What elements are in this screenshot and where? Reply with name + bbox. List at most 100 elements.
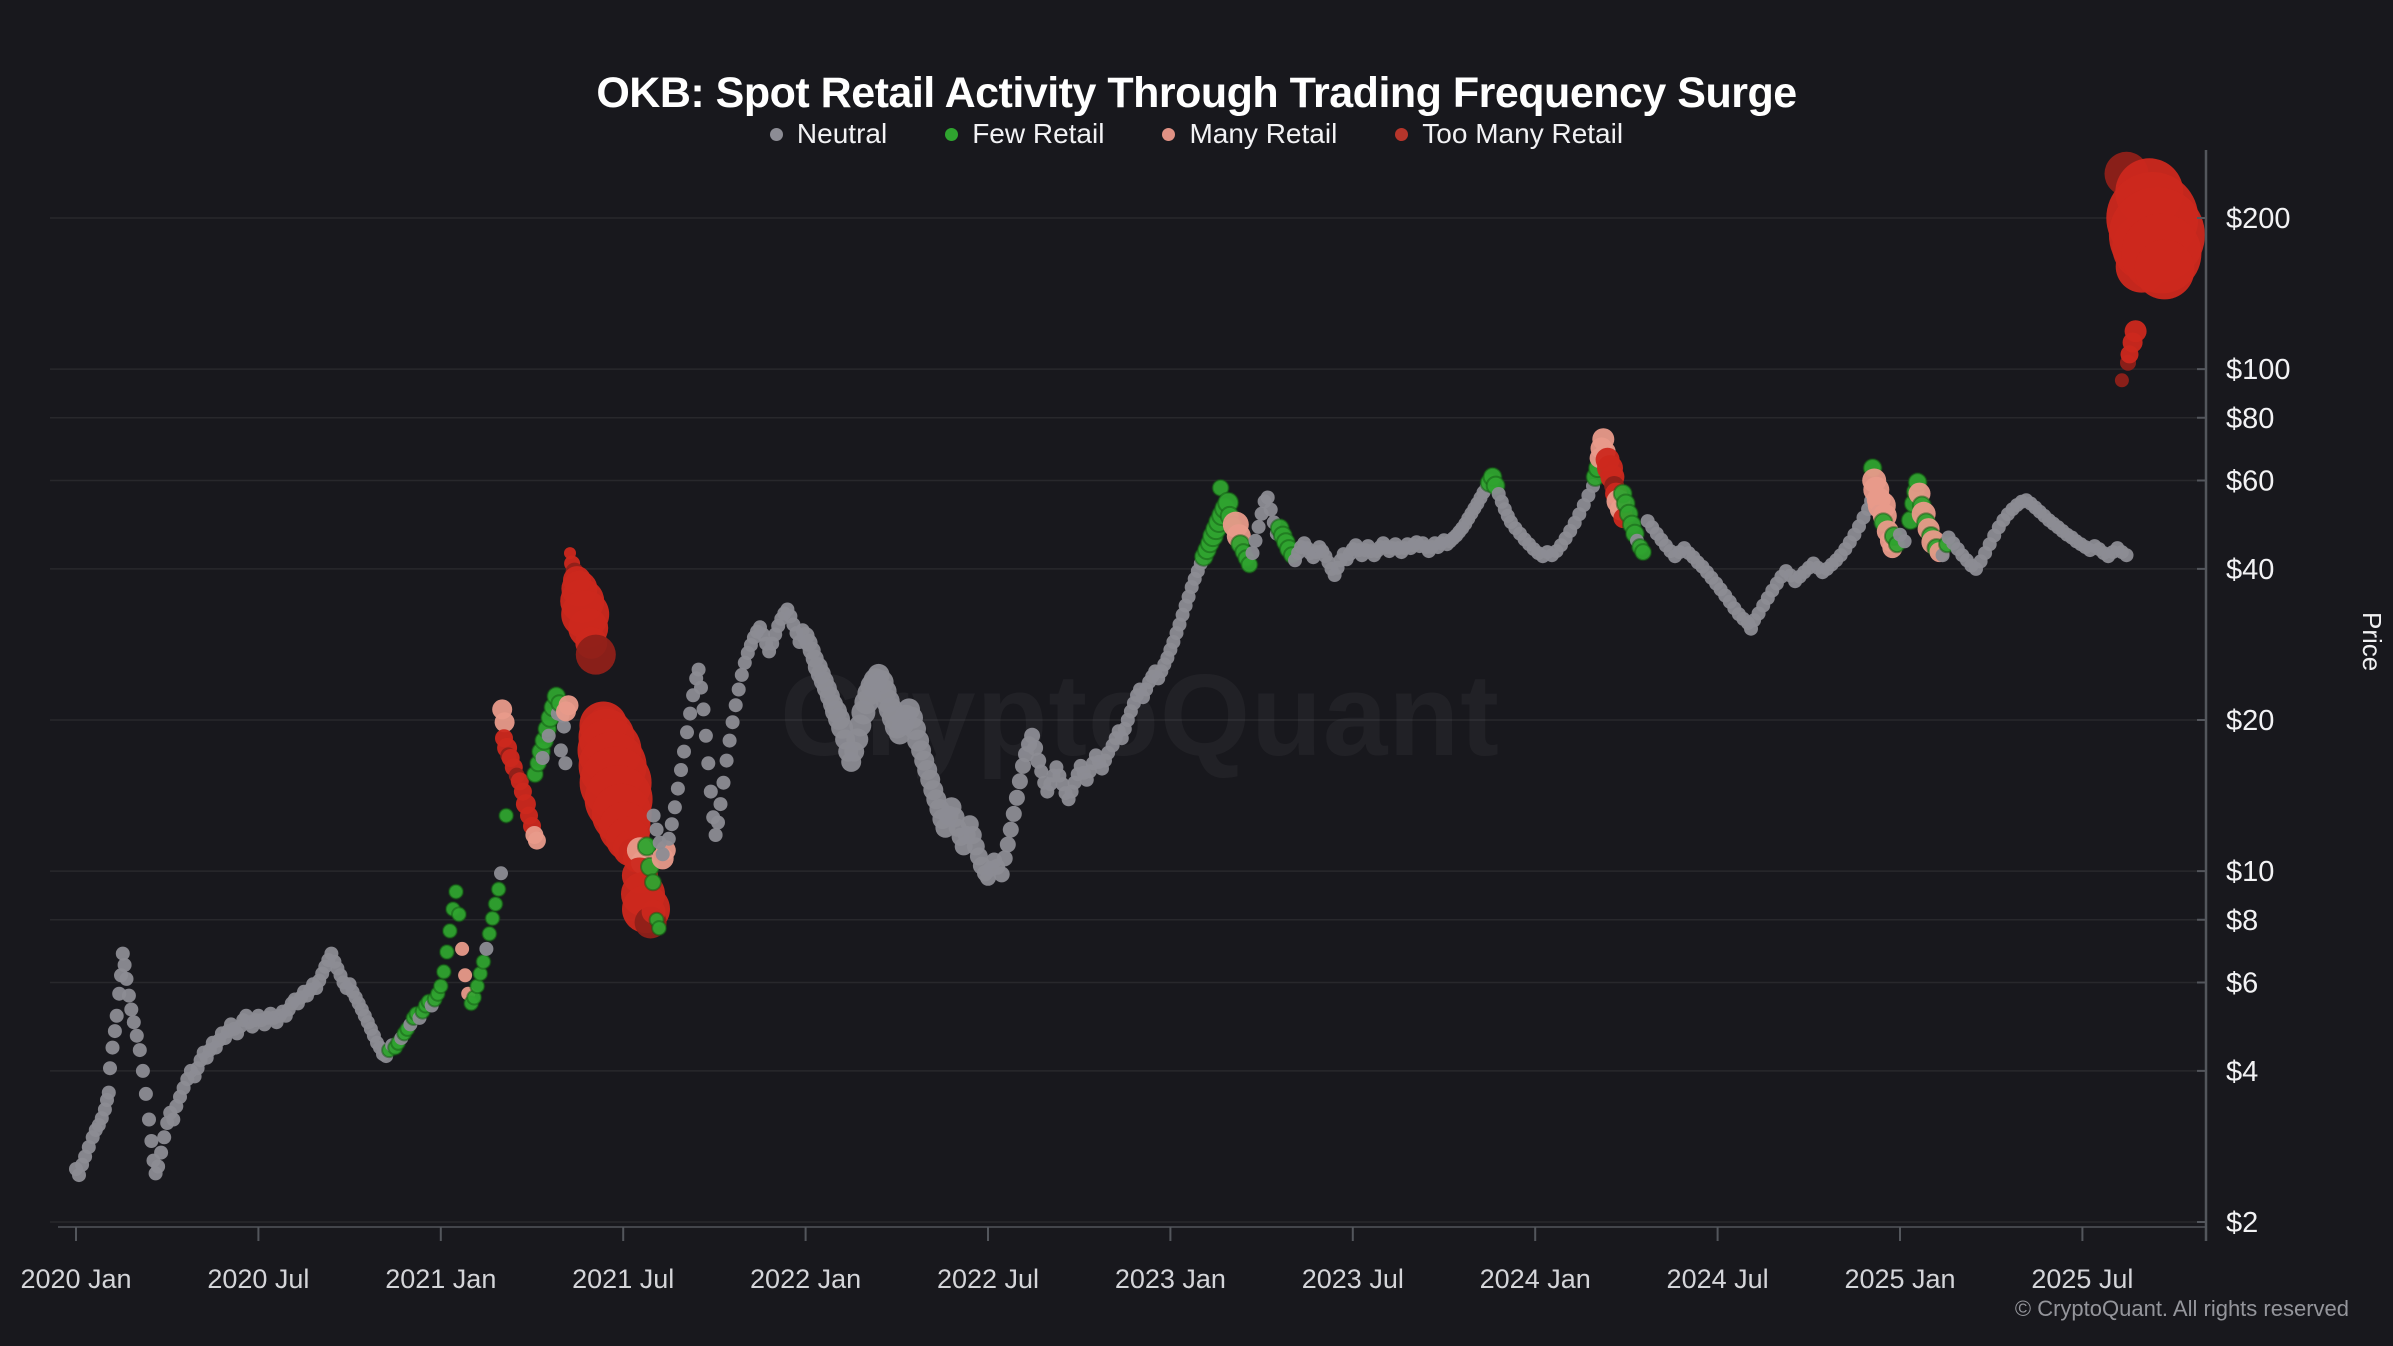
data-point-neutral	[119, 971, 134, 986]
legend-item-few-retail[interactable]: Few Retail	[945, 118, 1104, 150]
data-point-neutral	[124, 1002, 139, 1017]
many-retail-dot-icon	[1162, 127, 1176, 141]
legend-item-too-many-retail[interactable]: Too Many Retail	[1395, 118, 1623, 150]
data-point-neutral	[708, 828, 723, 842]
x-tick-label: 2022 Jan	[750, 1264, 861, 1294]
data-point-neutral	[117, 958, 132, 972]
x-tick-label: 2024 Jul	[1667, 1264, 1769, 1294]
y-tick-label: $10	[2226, 856, 2274, 888]
data-point-neutral	[1011, 773, 1028, 790]
data-point-neutral	[107, 1024, 122, 1039]
data-point-neutral	[670, 781, 685, 796]
data-point-neutral	[1002, 821, 1019, 838]
y-tick-label: $40	[2226, 554, 2274, 586]
x-tick-label: 2020 Jan	[20, 1264, 131, 1294]
legend-label: Many Retail	[1189, 118, 1338, 149]
data-point-few_retail	[490, 881, 507, 898]
data-point-neutral	[154, 1145, 169, 1160]
data-point-neutral	[121, 988, 136, 1003]
legend-item-many-retail[interactable]: Many Retail	[1162, 118, 1337, 150]
data-point-few_retail	[487, 896, 504, 912]
data-point-neutral	[1897, 534, 1912, 549]
y-tick-label: $100	[2226, 354, 2291, 386]
x-tick-label: 2025 Jan	[1844, 1264, 1955, 1294]
data-point-many_retail	[455, 941, 470, 956]
data-point-neutral	[696, 702, 711, 717]
data-point-neutral	[680, 725, 694, 740]
data-point-neutral	[649, 822, 664, 837]
data-point-neutral	[677, 744, 691, 759]
data-point-neutral	[996, 850, 1013, 867]
x-tick-label: 2023 Jan	[1115, 1264, 1226, 1294]
data-point-many_retail	[494, 712, 515, 733]
data-point-too_many_retail_dark	[575, 634, 616, 675]
data-point-neutral	[105, 1040, 120, 1055]
data-point-few_retail	[498, 807, 515, 824]
y-tick-label: $60	[2226, 465, 2274, 497]
data-point-neutral	[1248, 533, 1263, 548]
data-point-neutral	[142, 1112, 156, 1127]
page-title: OKB: Spot Retail Activity Through Tradin…	[596, 68, 1797, 117]
data-point-neutral	[157, 1130, 172, 1145]
data-point-neutral	[135, 1063, 150, 1078]
data-point-neutral	[1260, 490, 1275, 505]
x-tick-label: 2024 Jan	[1480, 1264, 1591, 1294]
neutral-dot-icon	[769, 127, 783, 141]
data-point-neutral	[728, 698, 743, 713]
data-point-neutral	[151, 1159, 166, 1174]
data-point-neutral	[711, 815, 725, 830]
data-point-neutral	[725, 715, 740, 730]
data-point-neutral	[494, 866, 508, 881]
data-point-neutral	[661, 831, 676, 846]
data-point-neutral	[694, 680, 708, 695]
data-point-neutral	[132, 1043, 147, 1058]
data-point-neutral	[993, 866, 1010, 883]
data-point-neutral	[691, 662, 706, 677]
data-point-many_retail	[458, 968, 473, 983]
data-point-neutral	[109, 1008, 124, 1023]
data-point-neutral	[558, 756, 573, 771]
legend-item-neutral[interactable]: Neutral	[769, 118, 887, 150]
data-point-neutral	[1008, 789, 1025, 806]
data-point-few_retail	[481, 925, 498, 942]
x-tick-label: 2021 Jul	[572, 1264, 674, 1294]
data-point-neutral	[1034, 764, 1049, 779]
data-point-neutral	[1251, 519, 1266, 534]
data-point-neutral	[129, 1028, 144, 1043]
data-point-neutral	[734, 667, 749, 682]
data-point-few_retail	[435, 963, 452, 980]
data-point-neutral	[698, 728, 713, 743]
data-point-neutral	[138, 1086, 153, 1101]
data-point-neutral	[1027, 739, 1044, 756]
data-point-neutral	[1245, 546, 1260, 561]
data-point-neutral	[664, 817, 679, 832]
data-point-neutral	[2119, 548, 2134, 563]
data-point-neutral	[126, 1015, 141, 1030]
data-point-neutral	[999, 836, 1016, 853]
x-tick-label: 2021 Jan	[385, 1264, 496, 1294]
data-point-neutral	[683, 706, 698, 721]
data-point-neutral	[101, 1085, 116, 1100]
x-tick-label: 2022 Jul	[937, 1264, 1039, 1294]
data-point-many_retail	[558, 695, 579, 716]
x-tick-label: 2023 Jul	[1302, 1264, 1404, 1294]
data-point-neutral	[166, 1112, 181, 1127]
data-point-too_many_retail	[2124, 320, 2147, 343]
data-point-few_retail	[432, 978, 449, 995]
data-point-too_many_retail_dark	[2114, 373, 2129, 388]
too-many-retail-dot-icon	[1395, 127, 1409, 141]
data-point-few_retail	[475, 953, 492, 970]
data-point-few_retail	[1634, 543, 1653, 562]
data-point-too_many_retail	[2134, 239, 2195, 300]
data-point-neutral	[556, 719, 571, 734]
data-point-neutral	[1263, 502, 1278, 517]
data-point-neutral	[103, 1061, 117, 1076]
x-tick-label: 2020 Jul	[207, 1264, 309, 1294]
y-tick-label: $2	[2226, 1207, 2258, 1239]
data-point-neutral	[722, 733, 737, 748]
data-point-few_retail	[484, 910, 501, 927]
data-point-neutral	[553, 743, 568, 758]
y-tick-label: $20	[2226, 705, 2274, 737]
